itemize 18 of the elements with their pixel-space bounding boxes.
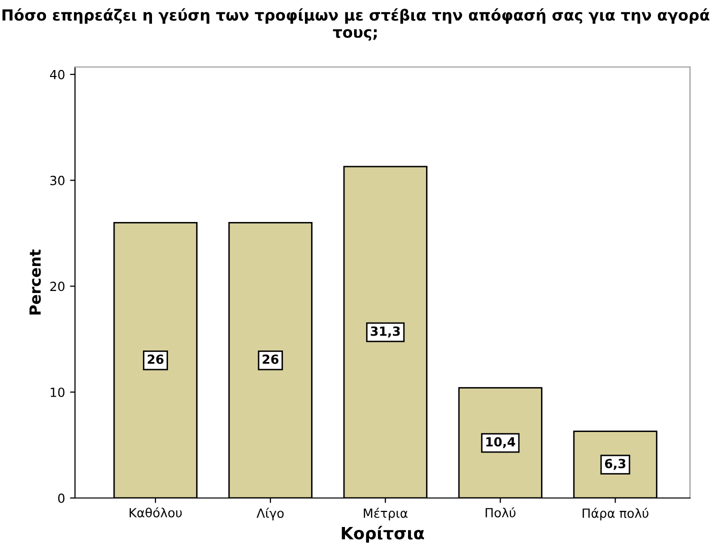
- x-tick-label: Πολύ: [486, 507, 516, 518]
- x-tick-label: Πάρα πολύ: [582, 508, 648, 520]
- data-label: 26: [262, 354, 278, 364]
- y-tick-label: 20: [50, 282, 64, 292]
- y-axis-title: Percent: [30, 250, 41, 314]
- x-tick-label: Καθόλου: [130, 507, 182, 518]
- y-tick-label: 30: [50, 176, 64, 186]
- y-tick-label: 0: [58, 493, 64, 503]
- x-axis-title: Κορίτσια: [342, 526, 424, 543]
- x-tick-label: Λίγο: [256, 508, 284, 520]
- data-label: 26: [148, 354, 164, 364]
- chart-title: Πόσο επηρεάζει η γεύση των τροφίμων με στέβια την απόφασή σας για την αγορά τους;: [2, 8, 710, 41]
- data-label: 6,3: [604, 458, 626, 470]
- y-tick-label: 40: [50, 70, 64, 80]
- y-tick-label: 10: [50, 388, 64, 398]
- data-label: 10,4: [486, 437, 516, 448]
- data-label: 31,3: [370, 326, 400, 338]
- x-tick-label: Μέτρια: [364, 508, 408, 520]
